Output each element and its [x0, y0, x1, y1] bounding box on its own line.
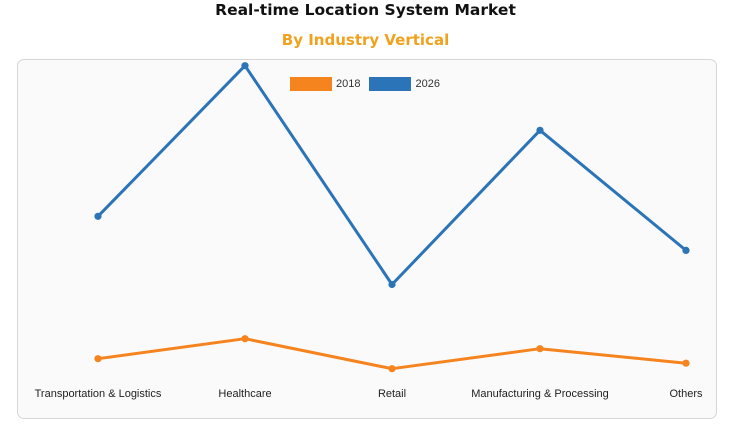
x-tick-label: Transportation & Logistics [34, 388, 162, 400]
data-point-2018-1[interactable] [241, 335, 249, 343]
data-point-2018-2[interactable] [388, 365, 396, 373]
legend-swatch-2026 [369, 77, 412, 91]
chart-card [17, 59, 717, 419]
series-layer [94, 62, 690, 373]
legend-label-2026: 2026 [415, 78, 440, 90]
data-point-2018-3[interactable] [536, 345, 544, 353]
series-line-2026 [96, 64, 687, 286]
data-point-2026-0[interactable] [94, 212, 102, 220]
chart-title: Real-time Location System Market [215, 1, 516, 19]
x-axis-labels: Transportation & Logistics Healthcare Re… [0, 388, 731, 404]
legend-swatch-2018 [290, 77, 332, 91]
x-tick-label: Others [669, 388, 703, 400]
legend-item-2018[interactable]: 2018 [290, 77, 360, 91]
legend-label-2018: 2018 [336, 78, 361, 90]
legend-item-2026[interactable]: 2026 [369, 77, 440, 91]
legend: 2018 2026 [290, 77, 449, 91]
data-point-2026-4[interactable] [682, 246, 690, 254]
data-point-2026-2[interactable] [388, 280, 396, 289]
data-point-2018-0[interactable] [94, 355, 102, 363]
x-tick-label: Retail [377, 388, 407, 400]
x-tick-label: Manufacturing & Processing [471, 388, 609, 400]
data-point-2026-3[interactable] [536, 126, 544, 134]
data-point-2026-1[interactable] [241, 62, 249, 70]
x-tick-label: Healthcare [218, 388, 272, 400]
data-point-2018-4[interactable] [682, 359, 690, 367]
chart-subtitle: By Industry Vertical [281, 31, 450, 49]
series-line-2018 [97, 337, 687, 371]
